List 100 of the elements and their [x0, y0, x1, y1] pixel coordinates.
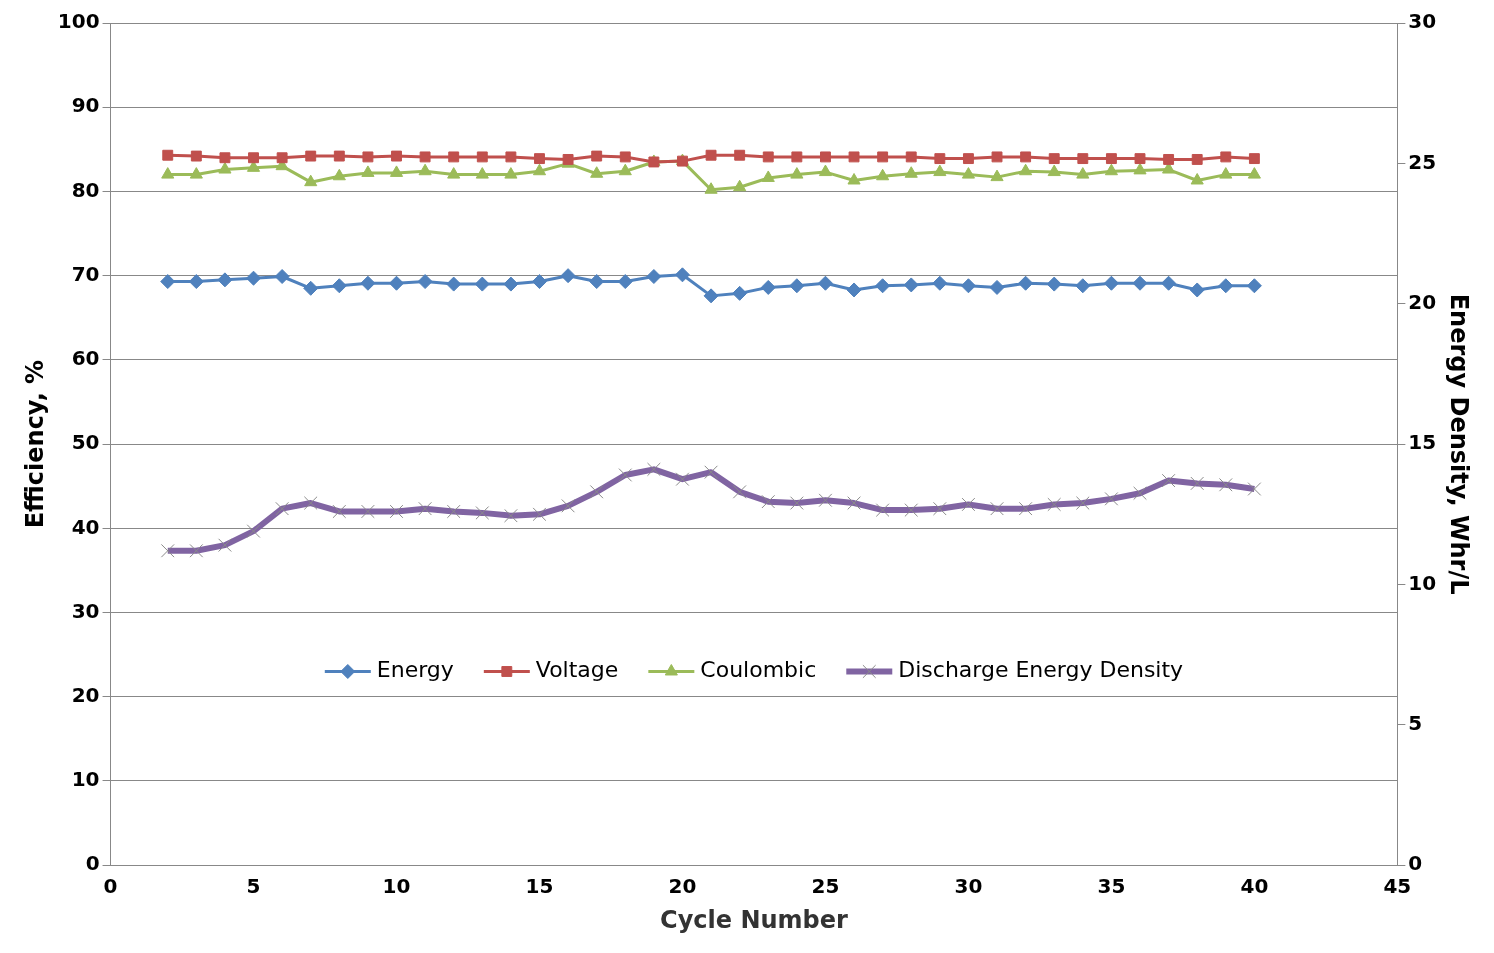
- point: [331, 278, 347, 294]
- point: [818, 164, 833, 177]
- point: [847, 496, 861, 510]
- x-tick-label: 0: [103, 874, 118, 899]
- point: [419, 151, 431, 163]
- point: [560, 268, 576, 284]
- point: [1020, 151, 1032, 163]
- point: [1134, 153, 1146, 165]
- point: [905, 151, 917, 163]
- point: [789, 496, 804, 510]
- point: [704, 182, 718, 194]
- y-tick-label: 40: [71, 514, 100, 539]
- point: [188, 274, 204, 290]
- point: [820, 151, 831, 163]
- y-tick-label: 100: [57, 9, 100, 34]
- point: [362, 151, 374, 163]
- y-tick-label: 70: [71, 261, 100, 286]
- point: [1162, 162, 1176, 174]
- point: [219, 152, 231, 164]
- point: [961, 497, 976, 512]
- point: [1219, 167, 1233, 179]
- point: [646, 269, 662, 284]
- y-tick-label: 90: [71, 93, 100, 118]
- point: [962, 153, 974, 165]
- point: [990, 501, 1004, 516]
- point: [1218, 278, 1234, 294]
- legend-label: Energy: [376, 657, 454, 683]
- point: [446, 504, 461, 519]
- point: [189, 543, 204, 558]
- point: [932, 501, 947, 516]
- point: [1132, 275, 1148, 291]
- point: [1191, 153, 1203, 165]
- point: [303, 280, 319, 296]
- point: [446, 276, 462, 292]
- point: [218, 538, 232, 553]
- legend-label: Voltage: [535, 657, 619, 683]
- point: [246, 160, 261, 172]
- point: [877, 151, 889, 163]
- point: [619, 151, 631, 163]
- point: [246, 524, 261, 538]
- point: [1133, 486, 1147, 501]
- point: [1103, 275, 1119, 291]
- x-tick-label: 30: [954, 874, 983, 899]
- y2-tick-label: 30: [1408, 9, 1437, 34]
- point: [361, 165, 375, 177]
- y-tick-label: 60: [71, 346, 100, 371]
- point: [448, 151, 460, 163]
- point: [418, 501, 432, 516]
- point: [591, 150, 603, 162]
- point: [190, 150, 202, 162]
- point: [1189, 282, 1205, 298]
- point: [961, 167, 975, 179]
- point: [532, 163, 547, 176]
- point: [1075, 278, 1091, 294]
- point: [476, 151, 488, 163]
- point: [1161, 275, 1177, 291]
- y2-tick-label: 15: [1408, 430, 1437, 455]
- point: [561, 499, 575, 513]
- x-tick-label: 15: [525, 874, 554, 899]
- point: [590, 166, 604, 178]
- x-axis-title: Cycle Number: [660, 905, 849, 934]
- point: [1190, 476, 1205, 491]
- point: [1246, 278, 1262, 294]
- point: [1105, 153, 1117, 165]
- point: [875, 503, 890, 517]
- point: [1047, 497, 1062, 512]
- x-tick-label: 25: [811, 874, 840, 899]
- point: [876, 168, 890, 181]
- point: [760, 279, 776, 295]
- point: [617, 274, 633, 290]
- point: [160, 543, 175, 558]
- point: [1019, 163, 1033, 176]
- point: [705, 149, 717, 161]
- point: [875, 278, 891, 294]
- point: [1048, 153, 1060, 165]
- point: [960, 278, 976, 294]
- point: [1163, 153, 1175, 165]
- point: [1104, 163, 1118, 176]
- point: [1220, 151, 1232, 163]
- point: [903, 277, 919, 293]
- point: [160, 274, 176, 290]
- point: [504, 167, 518, 179]
- point: [276, 152, 288, 164]
- point: [332, 168, 346, 181]
- point: [817, 275, 833, 291]
- y-tick-label: 0: [85, 851, 100, 876]
- point: [475, 167, 489, 179]
- point: [534, 153, 545, 165]
- point: [674, 267, 690, 283]
- point: [732, 484, 747, 499]
- point: [818, 493, 833, 508]
- point: [703, 288, 719, 304]
- point: [303, 496, 318, 510]
- point: [933, 164, 947, 177]
- point: [1161, 473, 1176, 488]
- y-tick-label: 10: [71, 767, 100, 792]
- point: [789, 278, 805, 294]
- y-tick-label: 50: [71, 430, 100, 455]
- point: [503, 276, 519, 292]
- point: [904, 503, 919, 517]
